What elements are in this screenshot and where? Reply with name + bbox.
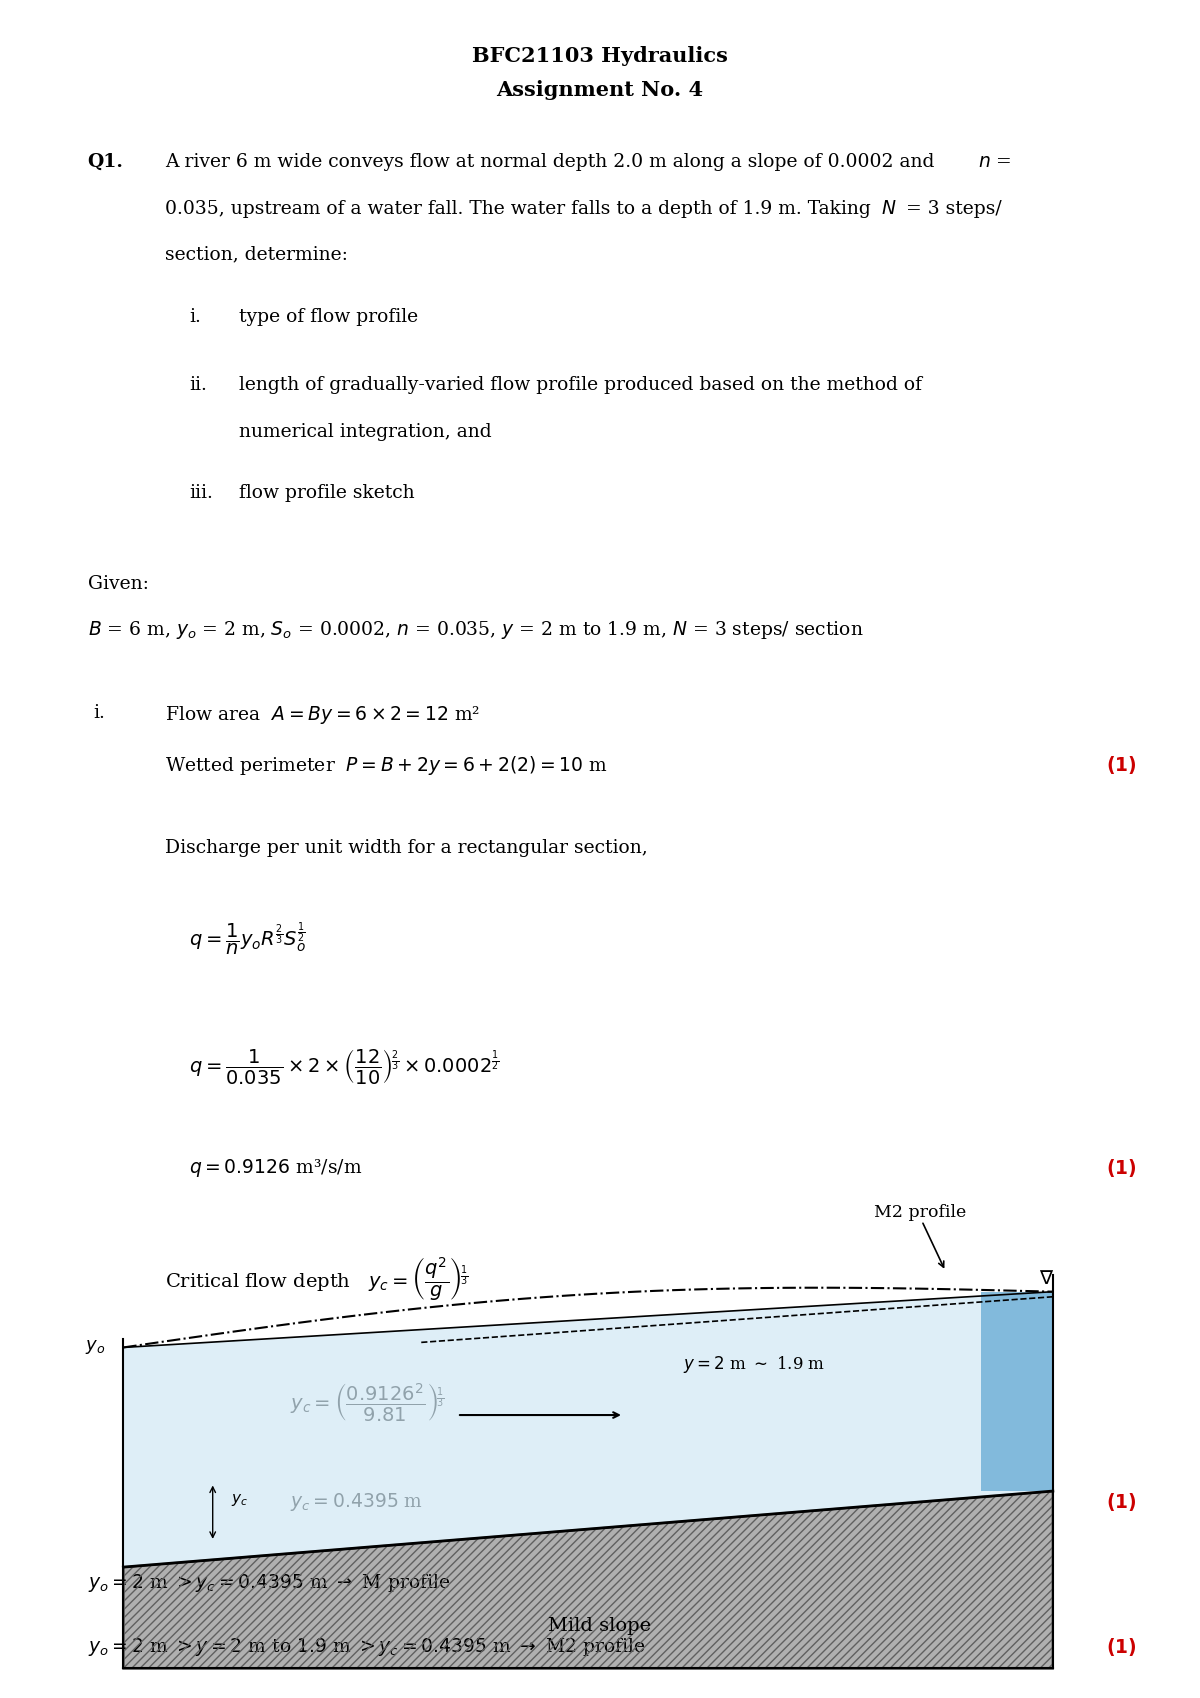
Text: $y = 2$ m $\sim$ 1.9 m: $y = 2$ m $\sim$ 1.9 m bbox=[684, 1353, 826, 1375]
Text: $q = \dfrac{1}{0.035} \times 2 \times \left(\dfrac{12}{10}\right)^{\!\frac{2}{3}: $q = \dfrac{1}{0.035} \times 2 \times \l… bbox=[188, 1046, 499, 1085]
Text: $y_o = 2$ m $> y = 2$ m to $1.9$ m $> y_c = 0.4395$ m $\rightarrow$ M2 profile: $y_o = 2$ m $> y = 2$ m to $1.9$ m $> y_… bbox=[88, 1637, 644, 1659]
Text: $y_c = 0.4395$ m: $y_c = 0.4395$ m bbox=[290, 1491, 424, 1513]
Text: type of flow profile: type of flow profile bbox=[239, 309, 418, 326]
Text: $q = \dfrac{1}{n} y_o R^{\frac{2}{3}} S_o^{\frac{1}{2}}$: $q = \dfrac{1}{n} y_o R^{\frac{2}{3}} S_… bbox=[188, 920, 306, 958]
Text: length of gradually-varied flow profile produced based on the method of: length of gradually-varied flow profile … bbox=[239, 375, 922, 394]
Text: Critical flow depth   $y_c = \left(\dfrac{q^2}{g}\right)^{\!\frac{1}{3}}$: Critical flow depth $y_c = \left(\dfrac{… bbox=[166, 1255, 468, 1302]
Text: $y_c$: $y_c$ bbox=[230, 1491, 247, 1508]
Text: $\nabla$: $\nabla$ bbox=[1039, 1270, 1055, 1289]
Text: Discharge per unit width for a rectangular section,: Discharge per unit width for a rectangul… bbox=[166, 839, 648, 857]
Text: $N$: $N$ bbox=[881, 200, 896, 217]
Text: = 3 steps/: = 3 steps/ bbox=[906, 200, 1002, 217]
Text: i.: i. bbox=[94, 703, 106, 722]
Polygon shape bbox=[124, 1292, 1052, 1567]
Text: $\mathbf{(1)}$: $\mathbf{(1)}$ bbox=[1105, 1491, 1136, 1513]
Text: iii.: iii. bbox=[188, 484, 212, 503]
Text: Wetted perimeter  $P = B + 2y = 6 + 2(2) = 10$ m: Wetted perimeter $P = B + 2y = 6 + 2(2) … bbox=[166, 754, 607, 778]
Text: Assignment No. 4: Assignment No. 4 bbox=[497, 80, 703, 100]
Text: numerical integration, and: numerical integration, and bbox=[239, 423, 492, 441]
Text: Mild slope: Mild slope bbox=[548, 1616, 652, 1635]
Text: Q1.: Q1. bbox=[88, 153, 124, 171]
Text: $\mathbf{(1)}$: $\mathbf{(1)}$ bbox=[1105, 1637, 1136, 1659]
Text: M2 profile: M2 profile bbox=[874, 1204, 966, 1221]
Text: $n$ =: $n$ = bbox=[978, 153, 1012, 171]
Text: $\mathbf{(1)}$: $\mathbf{(1)}$ bbox=[1105, 754, 1136, 776]
Text: Given:: Given: bbox=[88, 576, 149, 593]
Text: $B$ = 6 m, $y_o$ = 2 m, $S_o$ = 0.0002, $n$ = 0.035, $y$ = 2 m to 1.9 m, $N$ = 3: $B$ = 6 m, $y_o$ = 2 m, $S_o$ = 0.0002, … bbox=[88, 620, 863, 642]
Text: BFC21103 Hydraulics: BFC21103 Hydraulics bbox=[472, 46, 728, 66]
Text: ii.: ii. bbox=[188, 375, 206, 394]
Text: $y_c = \left(\dfrac{0.9126^2}{9.81}\right)^{\!\frac{1}{3}}$: $y_c = \left(\dfrac{0.9126^2}{9.81}\righ… bbox=[290, 1380, 444, 1423]
Text: i.: i. bbox=[188, 309, 200, 326]
Text: $q = 0.9126$ m³/s/m: $q = 0.9126$ m³/s/m bbox=[188, 1156, 362, 1178]
Text: $y_o = 2$ m $> y_c = 0.4395$ m $\rightarrow$ M profile: $y_o = 2$ m $> y_c = 0.4395$ m $\rightar… bbox=[88, 1572, 450, 1594]
Text: Flow area  $A = By = 6 \times 2 = 12$ m²: Flow area $A = By = 6 \times 2 = 12$ m² bbox=[166, 703, 480, 725]
Text: $\mathbf{(1)}$: $\mathbf{(1)}$ bbox=[1105, 1156, 1136, 1178]
Text: $y_o$: $y_o$ bbox=[85, 1338, 106, 1357]
Text: A river 6 m wide conveys flow at normal depth 2.0 m along a slope of 0.0002 and: A river 6 m wide conveys flow at normal … bbox=[166, 153, 935, 171]
Polygon shape bbox=[982, 1292, 1052, 1491]
Text: 0.035, upstream of a water fall. The water falls to a depth of 1.9 m. Taking: 0.035, upstream of a water fall. The wat… bbox=[166, 200, 871, 217]
Text: flow profile sketch: flow profile sketch bbox=[239, 484, 414, 503]
Text: section, determine:: section, determine: bbox=[166, 246, 348, 263]
Polygon shape bbox=[124, 1491, 1052, 1669]
